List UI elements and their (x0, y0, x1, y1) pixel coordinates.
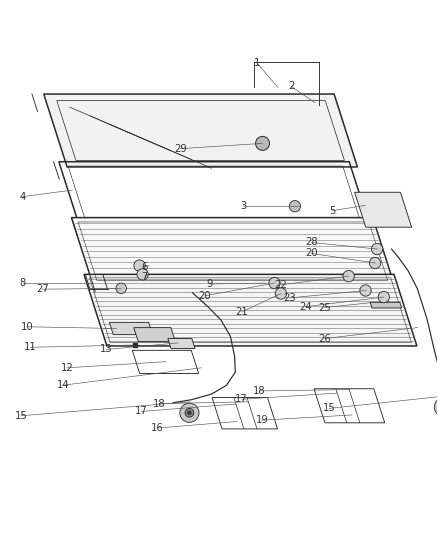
Circle shape (369, 257, 381, 269)
Text: 9: 9 (206, 279, 212, 289)
Circle shape (116, 283, 127, 294)
Text: 23: 23 (283, 293, 296, 303)
Circle shape (255, 136, 269, 150)
Text: 17: 17 (135, 407, 148, 416)
Text: 18: 18 (152, 399, 165, 409)
Text: 28: 28 (305, 238, 318, 247)
Text: 19: 19 (255, 415, 268, 425)
Polygon shape (355, 192, 412, 227)
Text: 25: 25 (318, 303, 331, 312)
Circle shape (360, 285, 371, 296)
Text: 10: 10 (21, 322, 33, 332)
Polygon shape (84, 274, 417, 346)
Circle shape (187, 411, 191, 415)
Text: 6: 6 (141, 262, 148, 271)
Text: 12: 12 (61, 363, 74, 373)
Circle shape (378, 292, 389, 303)
Text: 1: 1 (254, 59, 261, 68)
Text: 21: 21 (235, 307, 248, 317)
Text: 27: 27 (36, 284, 49, 294)
Circle shape (134, 260, 145, 271)
Circle shape (289, 200, 300, 212)
Circle shape (343, 270, 354, 282)
Text: 15: 15 (323, 403, 336, 414)
Text: 16: 16 (151, 423, 163, 433)
Circle shape (180, 403, 199, 422)
Text: 14: 14 (57, 380, 69, 390)
Text: 29: 29 (174, 143, 187, 154)
Text: 20: 20 (199, 291, 212, 301)
Text: 26: 26 (318, 334, 331, 344)
Text: 4: 4 (19, 192, 26, 201)
Circle shape (275, 288, 286, 299)
Text: 15: 15 (14, 411, 27, 421)
Polygon shape (370, 302, 402, 308)
Text: 7: 7 (141, 272, 148, 282)
Polygon shape (44, 94, 357, 167)
Text: 8: 8 (19, 278, 26, 288)
Circle shape (434, 398, 438, 417)
Circle shape (371, 244, 383, 255)
Circle shape (185, 408, 194, 417)
Circle shape (269, 277, 280, 289)
Text: 2: 2 (288, 81, 294, 91)
Text: 17: 17 (235, 394, 248, 404)
Polygon shape (168, 338, 195, 349)
Text: 24: 24 (299, 302, 312, 312)
Text: 11: 11 (24, 342, 37, 352)
Text: 13: 13 (100, 344, 113, 354)
Circle shape (137, 269, 148, 280)
Text: 22: 22 (275, 280, 287, 290)
Polygon shape (134, 328, 175, 342)
Text: 18: 18 (253, 386, 265, 396)
Polygon shape (71, 217, 394, 285)
Text: 20: 20 (305, 248, 318, 259)
Text: 5: 5 (329, 206, 336, 216)
Polygon shape (110, 322, 152, 335)
Text: 3: 3 (240, 201, 246, 211)
